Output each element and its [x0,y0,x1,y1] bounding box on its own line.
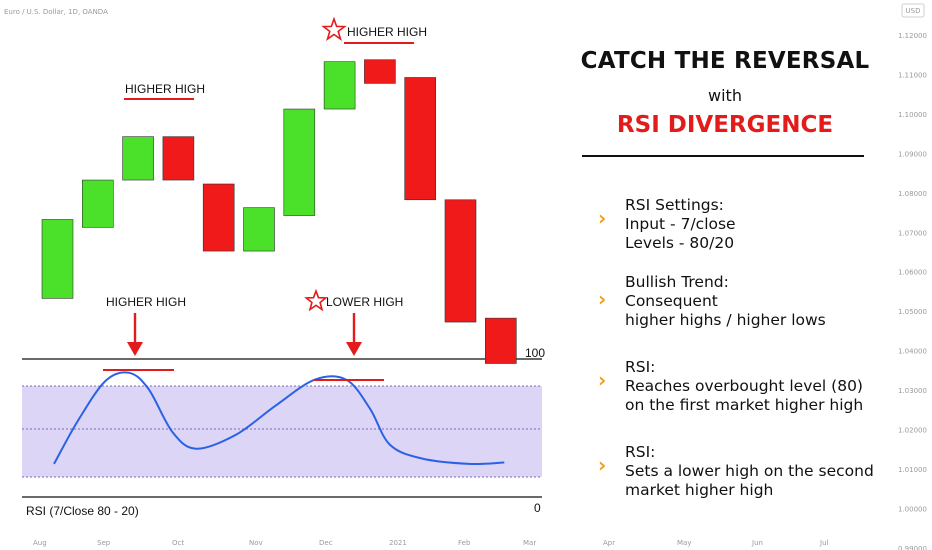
time-tick-label: Apr [603,539,615,547]
candle-bear [404,77,437,201]
candle-bull [82,179,114,228]
rsi-level-top-label: 100 [525,346,545,360]
price-higher-high-2-label: HIGHER HIGH [347,25,427,39]
star-icon [321,16,347,41]
price-tick-label: 1.05000 [898,308,927,316]
time-tick-label: Oct [172,539,184,547]
chevron-right-icon: › [598,287,607,311]
candle-bull [323,61,356,110]
item-line: Levels - 80/20 [625,234,735,252]
price-higher-high-1-label: HIGHER HIGH [125,82,205,96]
panel-subtitle: with [708,86,742,105]
price-tick-label: 1.11000 [898,71,927,79]
price-axis: 1.12000 1.11000 1.10000 1.09000 1.08000 1.070… [898,32,927,550]
time-tick-label: May [677,539,691,547]
candle-bear [484,317,517,364]
candle-bear [364,59,396,84]
panel-title: CATCH THE REVERSAL [580,48,870,74]
price-tick-label: 1.10000 [898,111,927,119]
price-tick-label: 1.00000 [898,505,927,513]
time-tick-label: Jun [751,539,763,547]
arrow-down-icon [127,342,143,356]
price-tick-label: 1.12000 [898,32,927,40]
rsi-line [53,371,505,466]
candle-bull [243,207,275,252]
chevron-right-icon: › [598,368,607,392]
rsi-indicator-label[interactable]: RSI (7/Close 80 - 20) [26,504,139,518]
price-tick-label: 1.06000 [898,269,927,277]
arrow-down-icon [346,342,362,356]
currency-badge-frame[interactable] [901,3,925,18]
time-tick-label: Sep [97,539,111,547]
price-tick-label: 1.09000 [898,150,927,158]
currency-badge: USD [906,7,921,15]
chevron-right-icon: › [598,206,607,230]
price-tick-label: 1.07000 [898,229,927,237]
chevron-right-icon: › [598,453,607,477]
item-line: Reaches overbought level (80) [625,377,863,395]
panel-divider [582,155,864,157]
price-tick-label: 1.01000 [898,466,927,474]
time-tick-label: Feb [458,539,471,547]
item-line: Bullish Trend: [625,273,729,291]
item-line: Sets a lower high on the second [625,462,874,480]
item-line: on the first market higher high [625,396,864,414]
candles [41,59,517,364]
candle-bull [122,136,154,181]
candle-bear [202,183,235,252]
candle-bull [41,219,74,299]
item-line: RSI: [625,443,656,461]
star-icon [304,288,328,312]
rsi-level-bottom-label: 0 [534,501,541,515]
time-tick-label: 2021 [389,539,407,547]
price-tick-label: 1.03000 [898,387,927,395]
price-tick-label: 0.99000 [898,545,927,550]
candle-bear [444,199,477,323]
time-tick-label: Mar [523,539,536,547]
candle-bear [162,136,195,181]
item-line: Consequent [625,292,718,310]
item-line: Input - 7/close [625,215,736,233]
rsi-higher-high-label: HIGHER HIGH [106,295,186,309]
time-tick-label: Jul [819,539,829,547]
panel-headline: RSI DIVERGENCE [616,112,834,138]
price-tick-label: 1.08000 [898,190,927,198]
item-line: market higher high [625,481,774,499]
time-tick-label: Aug [33,539,47,547]
time-tick-label: Nov [249,539,263,547]
price-tick-label: 1.02000 [898,427,927,435]
rsi-lower-high-label: LOWER HIGH [326,295,403,309]
time-axis: Aug Sep Oct Nov Dec 2021 Feb Mar Apr May Jun Jul [33,539,829,547]
candle-bull [283,108,316,216]
time-tick-label: Dec [319,539,333,547]
symbol-title[interactable]: Euro / U.S. Dollar, 1D, OANDA [4,8,108,16]
price-tick-label: 1.04000 [898,348,927,356]
item-line: higher highs / higher lows [625,311,826,329]
item-line: RSI Settings: [625,196,724,214]
item-line: RSI: [625,358,656,376]
